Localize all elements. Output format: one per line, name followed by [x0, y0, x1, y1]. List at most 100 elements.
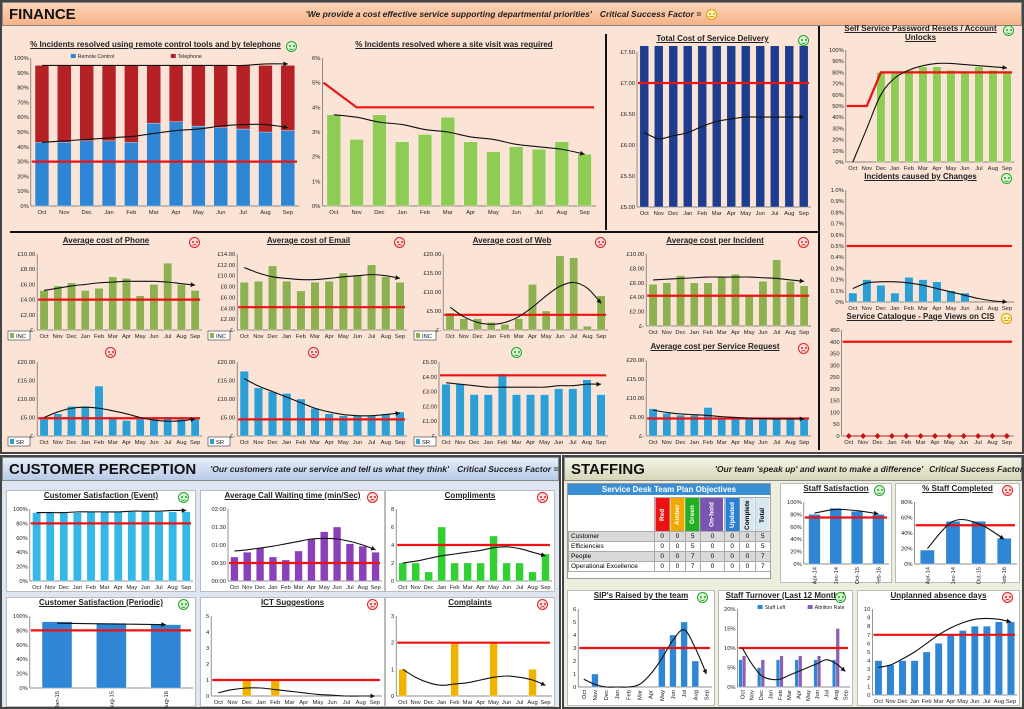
changes-y-tick-label: 0.1% — [831, 289, 844, 295]
remote-x-tick-label: Oct — [37, 210, 46, 216]
complaints-x-tick-label: Sep — [540, 700, 550, 706]
remote-bar — [280, 65, 295, 131]
changes-bar — [932, 281, 942, 303]
sr_web-x-tick-label: Feb — [497, 440, 507, 446]
sr_web-bar — [540, 394, 549, 437]
sitevisit-y-tick-label: 2% — [312, 155, 320, 161]
remote-bar — [57, 65, 72, 143]
web-y-tick-label: £10.00 — [423, 290, 441, 296]
sr_phone-bar — [163, 416, 172, 437]
catalogue-y-tick-label: 250 — [830, 375, 840, 381]
callwait-x-tick-label: Jun — [332, 585, 341, 591]
totalcost-bar — [726, 46, 736, 208]
catalogue-x-tick-label: Dec — [872, 440, 882, 446]
phone-x-tick-label: Mar — [108, 334, 118, 340]
changes-x-tick-label: Sep — [1002, 306, 1012, 312]
ict-x-tick-label: Jun — [328, 700, 337, 706]
callwait-x-tick-label: May — [319, 585, 330, 591]
sips-bar — [691, 660, 699, 688]
absence-sad-smiley-icon — [1002, 592, 1013, 603]
incident-y-tick-label: £6.00 — [630, 281, 645, 287]
sr_phone-x-tick-label: May — [135, 440, 146, 446]
absence-bar — [995, 621, 1003, 696]
absence-bar — [1007, 621, 1015, 696]
changes-x-tick-label: Feb — [904, 306, 914, 312]
web-x-tick-label: Apr — [528, 334, 537, 340]
complaints-x-tick-label: Mar — [463, 700, 473, 706]
sr_web-bar — [596, 394, 606, 437]
sips-y-tick-label: 5 — [573, 620, 576, 626]
sr_email-x-tick-label: May — [338, 440, 349, 446]
remote-y-tick-label: 90% — [17, 71, 29, 77]
ict-x-tick-label: Jan — [256, 700, 265, 706]
servicereq-y-tick-label: £10.00 — [626, 396, 644, 402]
phone-x-tick-label: Jun — [149, 334, 158, 340]
sr_email-legend: SR — [207, 436, 231, 447]
catalogue-y-tick-label: 350 — [830, 352, 840, 358]
sr_web-bar — [469, 394, 479, 437]
changes-x-tick-label: Nov — [862, 306, 872, 312]
password-trend-line — [852, 62, 1008, 163]
csat_event-trend-line — [36, 509, 187, 514]
callwait-x-tick-label: Oct — [230, 585, 239, 591]
csat_event-x-tick-label: Jun — [141, 585, 150, 591]
finance-divider-2 — [818, 26, 820, 450]
catalogue-point — [931, 433, 938, 439]
phone-y-tick-label: £2.00 — [21, 313, 36, 319]
email-x-tick-label: Feb — [296, 334, 306, 340]
password-x-tick-label: Feb — [904, 166, 914, 172]
catalogue-x-tick-label: Mar — [916, 440, 926, 446]
incident-chart: Average cost per Incident £- £2.00 £4.00 £6.… — [615, 236, 815, 338]
csat_event-x-tick-label: Oct — [32, 585, 41, 591]
servicereq-bar — [731, 418, 740, 437]
csat_event-x-tick-label: Dec — [59, 585, 69, 591]
sr_web-legend-label: SR — [422, 440, 430, 446]
csat_periodic-trend-arrow — [161, 622, 166, 627]
absence-y-tick-label: 3 — [867, 667, 870, 673]
csat_event-bar — [86, 511, 96, 582]
csat_event-bar — [32, 512, 41, 582]
servicereq-x-tick-label: Sep — [799, 440, 809, 446]
email-y-tick-label: £2.00 — [221, 317, 236, 323]
password-bar — [890, 72, 900, 163]
email-x-tick-label: Jul — [368, 334, 375, 340]
callwait-bar — [320, 531, 329, 582]
compliments-x-tick-label: Nov — [411, 585, 421, 591]
csat_periodic-chart: Customer Satisfaction (Periodic) 0% 20% 40%… — [6, 597, 196, 708]
incident-y-tick-label: £10.00 — [626, 252, 644, 258]
callwait-bar — [256, 547, 265, 582]
remote-bar — [101, 65, 117, 142]
servicereq-x-tick-label: Jan — [690, 440, 699, 446]
catalogue-point — [845, 433, 852, 439]
sr_email-bar — [324, 413, 334, 437]
turnover-x-tick-label: Jun — [815, 690, 821, 699]
sr_email-y-tick-label: £20.00 — [217, 360, 235, 366]
password-x-tick-label: Nov — [862, 166, 872, 172]
servicereq-chart: Average cost per Service Request £- £5.00 £… — [615, 342, 815, 448]
sr_web-x-tick-label: Aug — [582, 440, 592, 446]
sitevisit-x-tick-label: Aug — [557, 210, 567, 216]
turnover-x-tick-label: Aug — [834, 690, 840, 700]
complaints-y-tick-label: 2 — [391, 641, 394, 647]
absence-bar — [934, 643, 943, 696]
password-bar — [988, 70, 998, 163]
sitevisit-x-tick-label: May — [488, 210, 499, 216]
catalogue-point — [917, 433, 924, 439]
turnover-chart: Staff Turnover (Last 12 Months) 0% 5% 10% 15… — [718, 590, 853, 706]
sips-chart-title: SIP's Raised by the team — [593, 591, 689, 600]
sitevisit-y-tick-label: 5% — [312, 81, 320, 87]
csat_event-chart: Customer Satisfaction (Event) 0% 20% 40% 60%… — [6, 490, 196, 592]
complaints-trend-arrow — [540, 681, 546, 686]
csat_event-bar — [181, 511, 191, 582]
sips-happy-smiley-icon — [697, 592, 708, 603]
finance-title: FINANCE — [9, 5, 76, 23]
totalcost-bar — [683, 46, 693, 208]
turnover-trend-arrow — [840, 666, 846, 672]
sitevisit-x-tick-label: Oct — [329, 210, 338, 216]
csat_event-x-tick-label: Jan — [73, 585, 82, 591]
compliments-bar — [398, 562, 407, 582]
staffcomp-sad-smiley-icon — [1002, 485, 1013, 496]
callwait-x-tick-label: Mar — [294, 585, 304, 591]
compliments-x-tick-label: Apr — [476, 585, 485, 591]
compliments-bar — [476, 562, 485, 582]
